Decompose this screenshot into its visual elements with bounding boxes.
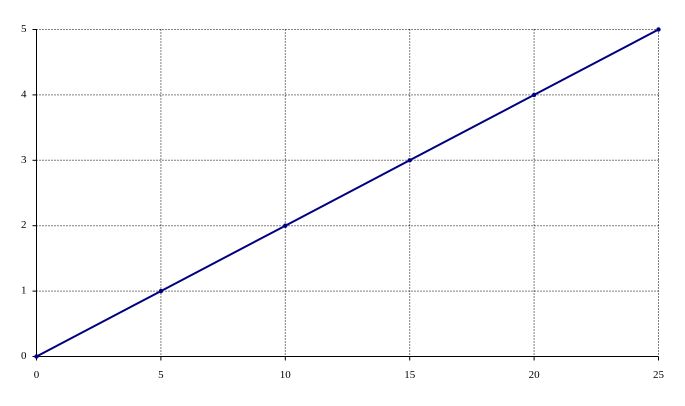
x-tick-label: 25 — [653, 369, 665, 381]
y-tick-label: 0 — [21, 350, 27, 362]
x-tick-label: 5 — [158, 369, 164, 381]
x-tick-label: 15 — [404, 369, 416, 381]
x-tick-label: 0 — [34, 369, 40, 381]
point — [407, 158, 412, 163]
point — [656, 27, 661, 32]
y-tick-label: 1 — [21, 285, 27, 297]
x-tick-label: 10 — [280, 369, 292, 381]
point — [531, 92, 537, 98]
y-tick-label: 5 — [21, 23, 27, 35]
x-tick-label: 20 — [529, 369, 541, 381]
point — [34, 354, 39, 359]
point — [283, 223, 288, 228]
y-tick-label: 2 — [21, 219, 27, 231]
y-tick-label: 4 — [21, 88, 27, 100]
y-tick-label: 3 — [21, 154, 27, 166]
point — [158, 288, 164, 294]
line — [36, 28, 659, 358]
